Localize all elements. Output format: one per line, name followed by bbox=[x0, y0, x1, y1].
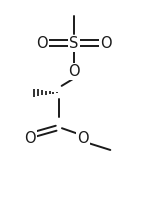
Text: O: O bbox=[100, 36, 112, 51]
Text: O: O bbox=[77, 131, 89, 146]
Text: O: O bbox=[68, 64, 80, 79]
Text: O: O bbox=[24, 131, 36, 146]
Text: O: O bbox=[36, 36, 48, 51]
Text: S: S bbox=[69, 36, 79, 51]
